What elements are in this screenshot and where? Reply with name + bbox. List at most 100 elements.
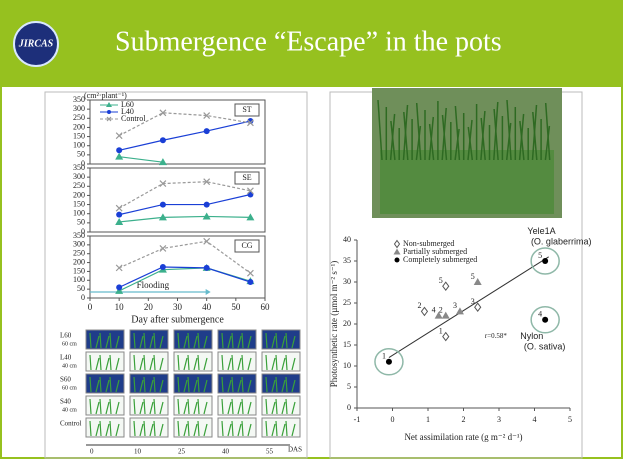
y-tick-label: 100 (73, 141, 85, 150)
legend-marker (395, 258, 400, 263)
x-tick-label: 10 (115, 302, 125, 312)
point-label: 5 (538, 251, 542, 260)
column-label: 40 (222, 448, 230, 456)
column-label: 0 (90, 448, 94, 456)
point-label: 2 (417, 301, 421, 310)
x-tick-label: 30 (173, 302, 183, 312)
point-label: 5 (439, 276, 443, 285)
depth-label: 60 cm (62, 341, 77, 347)
x-tick-label: 2 (462, 415, 466, 424)
point-label: 2 (439, 305, 443, 314)
y-tick-label: 350 (73, 163, 85, 172)
point (204, 128, 210, 134)
axis-label: DAS (288, 446, 302, 454)
legend-marker (107, 110, 111, 114)
point (160, 137, 166, 143)
y-tick-label: 300 (73, 240, 85, 249)
point (204, 202, 210, 208)
y-tick-label: 250 (73, 249, 85, 258)
point (542, 258, 548, 264)
legend-label: Completely submerged (403, 255, 477, 264)
y-tick-label: 50 (77, 218, 85, 227)
x-tick-label: 0 (88, 302, 93, 312)
x-axis-label: Day after submergence (131, 314, 224, 325)
y-tick-label: 150 (73, 199, 85, 208)
y-tick-label: 25 (343, 298, 351, 307)
photo-grid: L60 L40 S60 S40 Control 60 cm 40 cm 60 cm 40 cm 0… (60, 330, 302, 456)
point (542, 317, 548, 323)
x-tick-label: 40 (202, 302, 212, 312)
y-tick-label: 5 (347, 382, 351, 391)
row-label: S40 (60, 398, 71, 406)
point-label: 1 (382, 352, 386, 361)
x-tick-label: 3 (497, 415, 501, 424)
y-tick-label: 250 (73, 181, 85, 190)
point (247, 279, 253, 285)
depth-label: 40 cm (62, 363, 77, 369)
y-tick-label: 200 (73, 122, 85, 131)
point (160, 264, 166, 270)
column-label: 25 (178, 448, 186, 456)
x-axis-label: Net assimilation rate (g m⁻² d⁻¹) (404, 432, 522, 442)
panel-label: SE (242, 173, 251, 182)
y-tick-label: 15 (343, 340, 351, 349)
x-tick-label: 0 (391, 415, 395, 424)
x-tick-label: 4 (533, 415, 537, 424)
point-label: 5 (471, 272, 475, 281)
point-label: 3 (471, 297, 475, 306)
y-tick-label: 0 (81, 293, 85, 302)
point-label: 4 (538, 310, 542, 319)
annotation: Yele1A (527, 226, 555, 236)
panel-label: CG (241, 241, 252, 250)
annotation: (O. glaberrima) (531, 236, 592, 246)
column-label: 55 (266, 448, 274, 456)
y-tick-label: 200 (73, 190, 85, 199)
y-tick-label: 150 (73, 266, 85, 275)
x-tick-label: 20 (144, 302, 154, 312)
logo-text: JIRCAS (18, 38, 54, 49)
y-tick-label: 35 (343, 256, 351, 265)
point (116, 284, 122, 290)
x-tick-label: 60 (261, 302, 271, 312)
y-tick-label: 50 (77, 150, 85, 159)
annotation: Flooding (137, 280, 170, 290)
y-tick-label: 250 (73, 113, 85, 122)
point (116, 212, 122, 218)
y-tick-label: 30 (343, 277, 351, 286)
annotation: (O. sativa) (524, 341, 566, 351)
column-label: 10 (134, 448, 142, 456)
y-tick-label: 300 (73, 104, 85, 113)
y-tick-label: 350 (73, 231, 85, 240)
annotation: Nylon (520, 331, 543, 341)
point (204, 265, 210, 271)
depth-label: 60 cm (62, 385, 77, 391)
row-label: S60 (60, 376, 71, 384)
x-tick-label: 1 (426, 415, 430, 424)
row-label: Control (60, 420, 81, 428)
row-label: L60 (60, 332, 72, 340)
y-tick-label: 150 (73, 131, 85, 140)
point (116, 147, 122, 153)
y-tick-label: 100 (73, 275, 85, 284)
y-tick-label: 50 (77, 284, 85, 293)
y-tick-label: 300 (73, 172, 85, 181)
y-tick-label: 0 (347, 403, 351, 412)
y-tick-label: 200 (73, 257, 85, 266)
row-label: L40 (60, 354, 72, 362)
x-tick-label: 50 (231, 302, 241, 312)
y-axis-label: (cm²·plant⁻¹) (84, 91, 127, 100)
point (160, 202, 166, 208)
y-tick-label: 10 (343, 361, 351, 370)
depth-label: 40 cm (62, 407, 77, 413)
y-tick-label: 100 (73, 209, 85, 218)
point-label: 4 (432, 305, 436, 314)
point-label: 1 (439, 326, 443, 335)
point-label: 3 (453, 301, 457, 310)
panel-label: ST (242, 105, 251, 114)
x-tick-label: -1 (354, 415, 361, 424)
x-tick-label: 5 (568, 415, 572, 424)
y-tick-label: 40 (343, 235, 351, 244)
legend-label: Control (121, 114, 146, 123)
y-tick-label: 20 (343, 319, 351, 328)
slide: JIRCAS Submergence “Escape” in the pots … (0, 0, 623, 459)
